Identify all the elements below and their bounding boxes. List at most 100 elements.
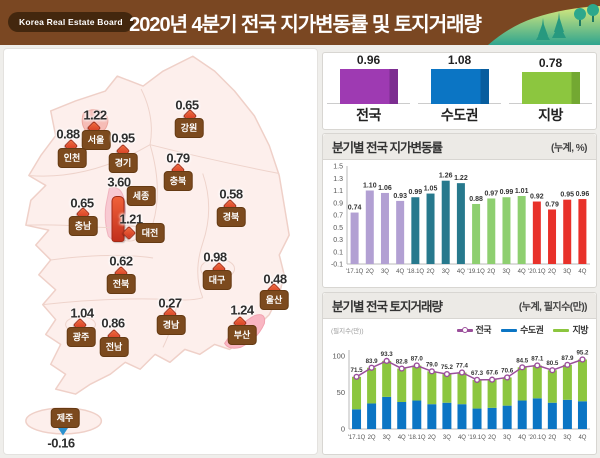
map-label-jeonnam: 전남 xyxy=(99,337,129,357)
map-label-incheon: 인천 xyxy=(57,148,87,168)
map-value-jeonbuk: 0.62 xyxy=(109,253,133,269)
svg-text:2Q: 2Q xyxy=(366,269,374,275)
korea-map-panel: 1.22 서울 0.88 인천 0.95 경기 0.65 강원 0.79 충북 3.60 세종 0.58… xyxy=(3,48,318,455)
svg-text:4Q: 4Q xyxy=(518,435,526,441)
map-value-chungbuk: 0.79 xyxy=(166,150,190,166)
svg-text:4Q: 4Q xyxy=(458,435,466,441)
map-value-daegu: 0.98 xyxy=(203,249,227,265)
land-transaction-title: 분기별 전국 토지거래량 xyxy=(332,300,443,314)
header-bar: Korea Real Estate Board 2020년 4분기 전국 지가변… xyxy=(0,0,600,45)
map-column-sejong xyxy=(111,196,125,242)
map-value-ulsan: 0.48 xyxy=(263,271,287,287)
price-change-chart-svg: 1.5 1.3 1.1 0.9 0.7 0.5 0.3 0.1 -0.1 0.74 '17.1Q 1.… xyxy=(331,164,590,275)
svg-text:1.05: 1.05 xyxy=(424,186,438,193)
map-label-gangwon: 강원 xyxy=(174,118,204,138)
map-value-sejong: 3.60 xyxy=(107,174,131,190)
map-value-daejeon: 1.21 xyxy=(119,211,143,227)
price-change-title: 분기별 전국 지가변동률 xyxy=(332,141,443,155)
summary-label: 지방 xyxy=(538,107,563,123)
map-value-gyeongbuk: 0.58 xyxy=(219,186,243,202)
round-trees xyxy=(574,4,599,26)
svg-text:2Q: 2Q xyxy=(427,269,435,275)
price-change-unit: (누계, %) xyxy=(550,143,588,154)
map-label-sejong: 세종 xyxy=(126,186,156,206)
svg-text:1.01: 1.01 xyxy=(515,188,529,195)
svg-text:3Q: 3Q xyxy=(563,435,571,441)
map-label-jeju: 제주 xyxy=(50,408,80,428)
svg-text:0.99: 0.99 xyxy=(500,189,514,196)
svg-text:84.5: 84.5 xyxy=(516,357,529,364)
svg-text:3Q: 3Q xyxy=(383,435,391,441)
svg-text:2Q: 2Q xyxy=(368,435,376,441)
svg-text:0: 0 xyxy=(341,425,345,434)
svg-text:2Q: 2Q xyxy=(548,269,556,275)
svg-text:1.3: 1.3 xyxy=(333,176,343,183)
svg-text:0.5: 0.5 xyxy=(333,225,343,232)
svg-text:0.99: 0.99 xyxy=(409,189,423,196)
svg-text:0.1: 0.1 xyxy=(333,249,343,256)
svg-text:67.3: 67.3 xyxy=(471,370,484,377)
svg-text:70.6: 70.6 xyxy=(501,367,514,374)
svg-text:4Q: 4Q xyxy=(578,435,586,441)
svg-text:0.95: 0.95 xyxy=(560,192,574,199)
svg-text:77.4: 77.4 xyxy=(456,362,469,369)
svg-text:87.9: 87.9 xyxy=(561,355,574,362)
svg-text:4Q: 4Q xyxy=(398,435,406,441)
map-value-gangwon: 0.65 xyxy=(175,97,199,113)
map-label-daegu: 대구 xyxy=(202,270,232,290)
svg-text:'18.1Q: '18.1Q xyxy=(407,269,425,275)
svg-text:95.2: 95.2 xyxy=(576,350,589,357)
map-label-daejeon: 대전 xyxy=(135,223,165,243)
svg-text:0.9: 0.9 xyxy=(333,200,343,207)
map-overlay: 1.22 서울 0.88 인천 0.95 경기 0.65 강원 0.79 충북 3.60 세종 0.58… xyxy=(4,49,319,456)
svg-text:3Q: 3Q xyxy=(563,269,571,275)
svg-text:4Q: 4Q xyxy=(457,269,465,275)
summary-value: 1.08 xyxy=(447,53,472,67)
price-change-panel: 분기별 전국 지가변동률 (누계, %) 1.5 1.3 1.1 0.9 0.7 0.5 0… xyxy=(322,133,597,288)
map-value-gwangju: 1.04 xyxy=(70,305,94,321)
land-transaction-unit: (누계, 필지수(만)) xyxy=(518,302,588,313)
map-value-seoul: 1.22 xyxy=(83,107,107,123)
svg-text:87.0: 87.0 xyxy=(411,355,424,362)
land-transaction-header: 분기별 전국 토지거래량 (누계, 필지수(만)) xyxy=(323,293,596,319)
land-transaction-panel: 분기별 전국 토지거래량 (누계, 필지수(만)) (필지수(만)) 전국 수도권… xyxy=(322,292,597,455)
svg-text:'17.1Q: '17.1Q xyxy=(348,435,366,441)
svg-text:82.8: 82.8 xyxy=(396,359,409,366)
svg-text:'17.1Q: '17.1Q xyxy=(346,269,364,275)
svg-text:2Q: 2Q xyxy=(548,435,556,441)
map-label-gwangju: 광주 xyxy=(66,327,96,347)
svg-text:2Q: 2Q xyxy=(488,435,496,441)
svg-text:0.79: 0.79 xyxy=(545,201,559,208)
svg-text:0.74: 0.74 xyxy=(348,205,362,212)
map-value-chungnam: 0.65 xyxy=(70,195,94,211)
y-axis-unit-label: (필지수(만)) xyxy=(331,327,364,335)
map-label-seoul: 서울 xyxy=(81,130,111,150)
summary-bar xyxy=(430,69,489,104)
svg-text:50: 50 xyxy=(337,388,345,397)
hill-illustration-svg xyxy=(488,4,600,45)
map-value-gyeongnam: 0.27 xyxy=(158,295,182,311)
price-change-bars: 0.74 '17.1Q 1.10 2Q 1.06 3Q 0.93 4Q 0.99 '18.1Q 1.… xyxy=(346,173,589,275)
summary-bar xyxy=(521,72,580,104)
legend-item-수도권: 수도권 xyxy=(501,323,544,336)
svg-text:0.96: 0.96 xyxy=(576,191,590,198)
map-label-gyeongnam: 경남 xyxy=(156,315,186,335)
legend-item-지방: 지방 xyxy=(553,323,588,336)
svg-text:-0.1: -0.1 xyxy=(331,262,343,269)
svg-text:100: 100 xyxy=(332,352,345,361)
svg-text:2Q: 2Q xyxy=(487,269,495,275)
map-value-incheon: 0.88 xyxy=(56,126,80,142)
svg-text:93.3: 93.3 xyxy=(381,351,394,358)
svg-text:'18.1Q: '18.1Q xyxy=(408,435,426,441)
svg-text:0.7: 0.7 xyxy=(333,213,343,220)
svg-text:67.6: 67.6 xyxy=(486,370,499,377)
svg-text:3Q: 3Q xyxy=(442,269,450,275)
svg-text:'19.1Q: '19.1Q xyxy=(467,269,485,275)
summary-item-0: 0.96 전국 xyxy=(323,53,414,129)
land-transaction-meta: (필지수(만)) 전국 수도권 지방 xyxy=(323,319,596,337)
svg-text:71.5: 71.5 xyxy=(351,367,364,374)
svg-text:0.3: 0.3 xyxy=(333,237,343,244)
svg-text:3Q: 3Q xyxy=(381,269,389,275)
